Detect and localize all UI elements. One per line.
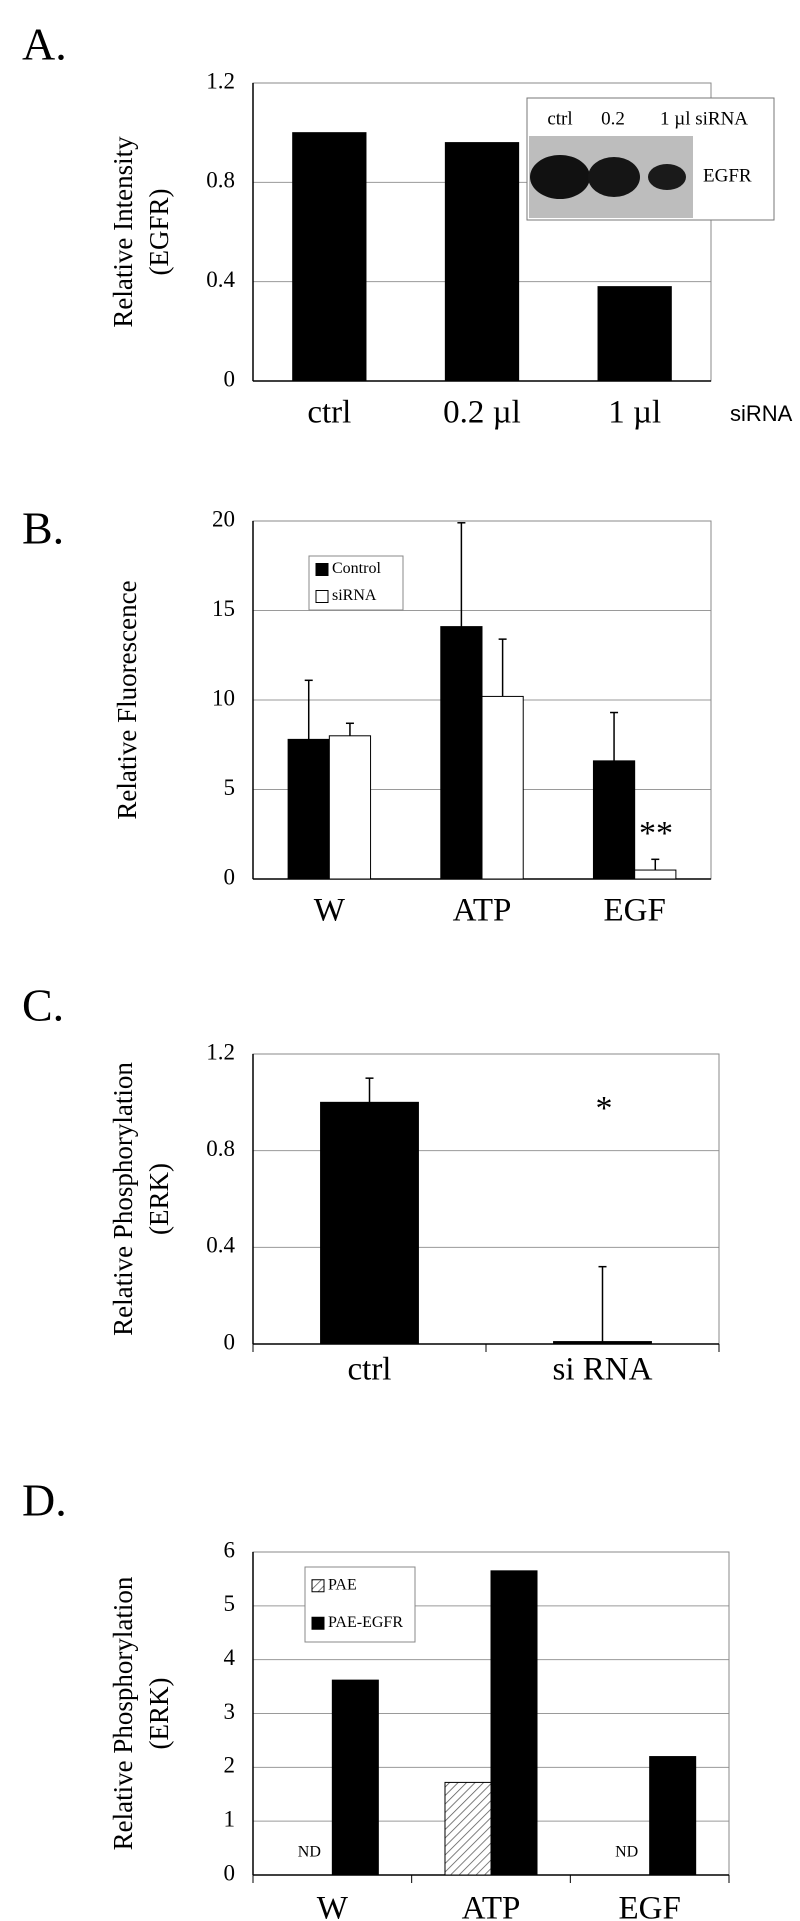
y-tick-label: 5 [224, 1591, 236, 1616]
bar [328, 735, 372, 880]
bar [481, 695, 524, 880]
y-tick-label: 1.2 [206, 68, 235, 93]
y-tick-label: 4 [224, 1645, 236, 1670]
bar [592, 760, 636, 880]
y-tick-label: 0.4 [206, 267, 235, 292]
bar [634, 869, 677, 880]
y-tick-label: 20 [212, 506, 235, 531]
y-tick-label: 6 [224, 1537, 236, 1562]
bar [444, 142, 520, 382]
y-tick-label: 0 [224, 1329, 236, 1354]
y-tick-label: 0 [224, 366, 236, 391]
x-tick-label: EGF [618, 1891, 680, 1921]
legend-label: PAE-EGFR [328, 1614, 403, 1631]
y-tick-label: 2 [224, 1753, 236, 1778]
legend-label: PAE [328, 1576, 357, 1593]
blot-band [530, 155, 590, 199]
lane-label: ctrl [547, 108, 572, 129]
bar [440, 626, 483, 880]
x-tick-label: ATP [453, 893, 512, 929]
x-tick-label: ctrl [348, 1352, 392, 1388]
y-tick-label: 15 [212, 596, 235, 621]
y-tick-label: 0.8 [206, 168, 235, 193]
legend-swatch [311, 1616, 325, 1630]
legend-swatch [315, 563, 329, 576]
y-axis-title: Relative Phosphorylation [108, 1062, 138, 1336]
legend-swatch [311, 1579, 325, 1593]
bar [320, 1101, 419, 1345]
x-tick-label: 0.2 µl [443, 395, 521, 431]
x-tick-label: EGF [603, 893, 665, 929]
y-axis-title: Relative Phosphorylation [108, 1576, 138, 1850]
bar [287, 738, 330, 880]
y-axis-title: (ERK) [144, 1678, 174, 1750]
bar [597, 286, 672, 382]
x-axis-title: siRNA [730, 401, 793, 426]
legend-swatch [315, 590, 329, 603]
y-tick-label: 5 [224, 775, 236, 800]
y-tick-label: 0 [224, 1860, 236, 1885]
annotation: ND [615, 1844, 638, 1861]
bar [331, 1679, 379, 1876]
lane-label: 1 µl siRNA [660, 108, 748, 129]
x-tick-label: si RNA [553, 1352, 653, 1388]
bar [444, 1781, 492, 1876]
y-axis-title: Relative Intensity [108, 136, 138, 328]
x-tick-label: W [314, 893, 346, 929]
y-axis-title: (ERK) [144, 1163, 174, 1235]
y-axis-title: Relative Fluorescence [112, 580, 142, 819]
y-tick-label: 0.4 [206, 1233, 235, 1258]
panel-label: B. [22, 503, 64, 554]
x-tick-label: W [317, 1891, 349, 1921]
y-tick-label: 1 [224, 1806, 236, 1831]
annotation: ND [298, 1844, 321, 1861]
y-tick-label: 3 [224, 1699, 236, 1724]
panel-label: D. [22, 1475, 67, 1526]
bar [553, 1341, 652, 1345]
y-axis-title: (EGFR) [144, 189, 174, 276]
x-tick-label: ATP [462, 1891, 521, 1921]
bar [292, 132, 367, 382]
bar [649, 1756, 697, 1876]
y-tick-label: 10 [212, 685, 235, 710]
x-tick-label: 1 µl [608, 395, 661, 431]
y-tick-label: 1.2 [206, 1039, 235, 1064]
y-tick-label: 0.8 [206, 1136, 235, 1161]
y-tick-label: 0 [224, 864, 236, 889]
annotation: * [596, 1090, 613, 1127]
panel-label: C. [22, 980, 64, 1031]
legend-label: siRNA [332, 587, 377, 604]
band-label: EGFR [703, 165, 752, 186]
blot-band [588, 157, 640, 197]
annotation: ** [639, 815, 673, 852]
panel-label: A. [22, 19, 67, 70]
blot-band [648, 164, 686, 190]
inset: ctrl 0.2 1 µl siRNA EGFR [526, 97, 775, 221]
lane-label: 0.2 [601, 108, 625, 129]
x-tick-label: ctrl [307, 395, 351, 431]
bar [490, 1570, 538, 1876]
legend-label: Control [332, 560, 381, 577]
